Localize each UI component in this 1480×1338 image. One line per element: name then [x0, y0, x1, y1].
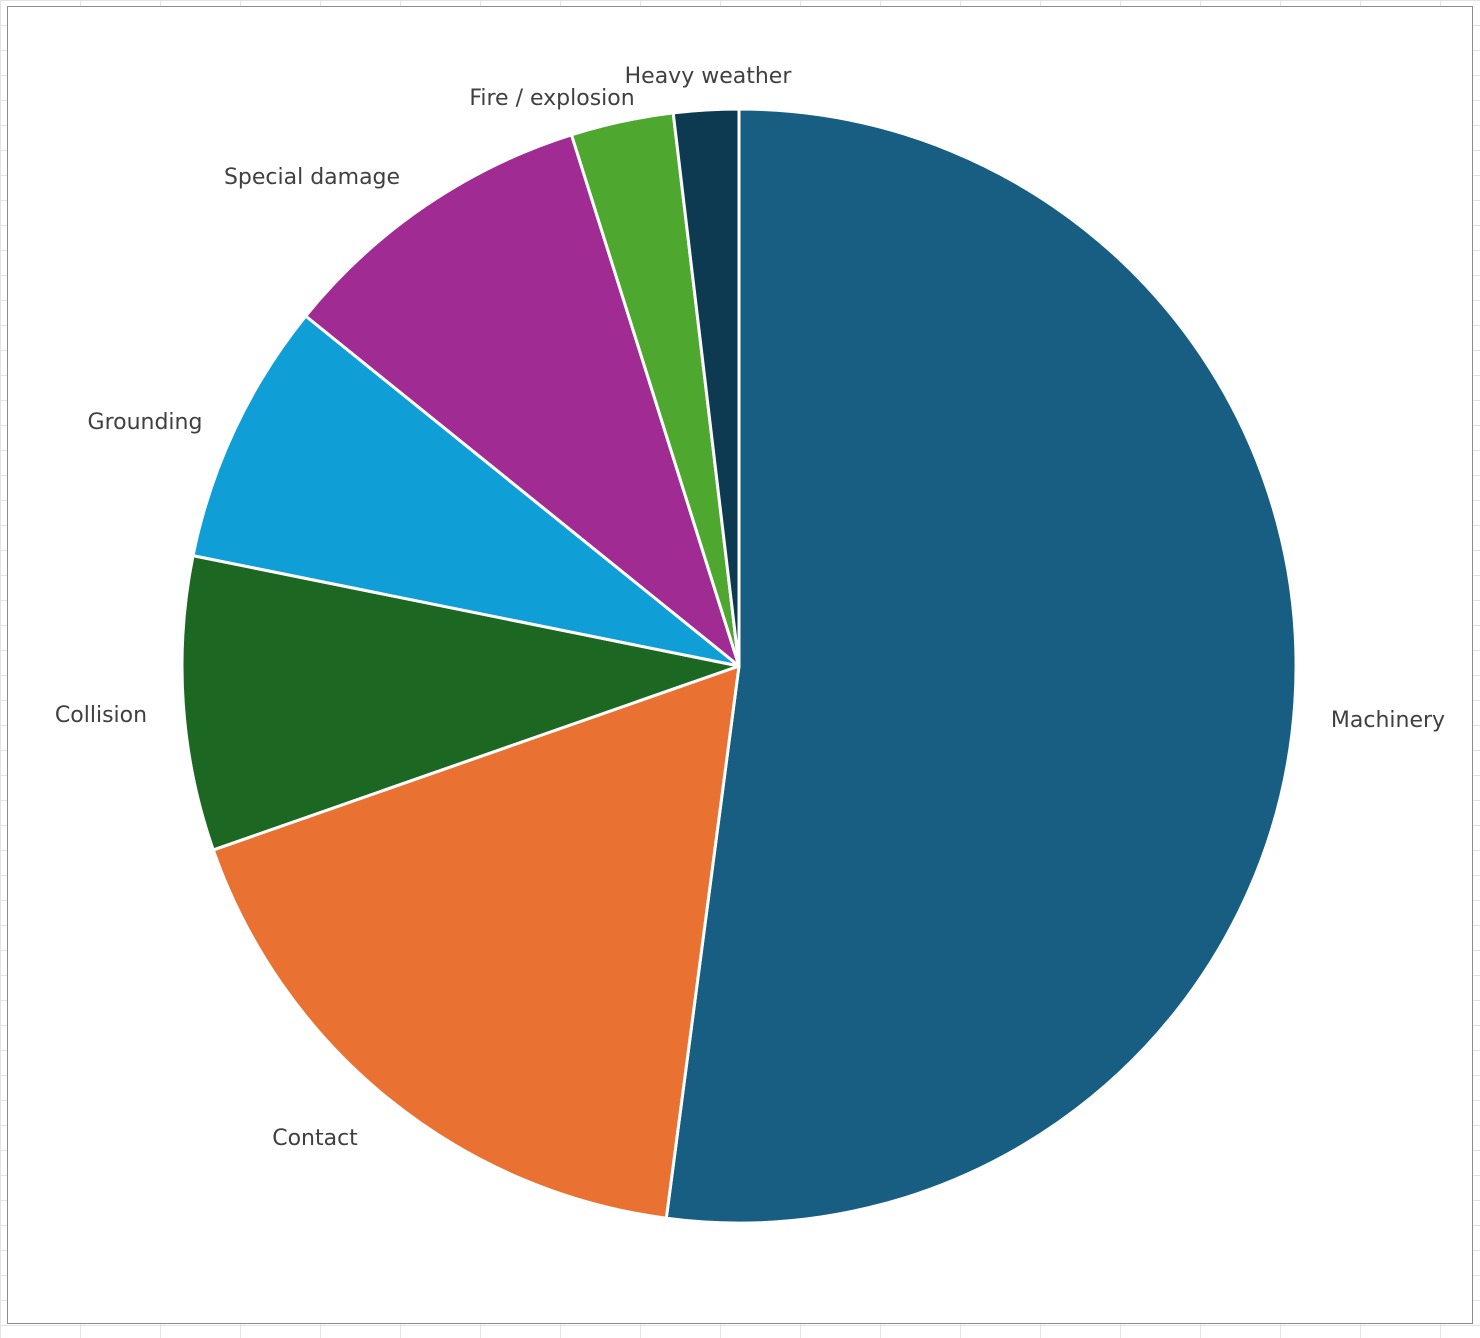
- chart-area[interactable]: Machinery Contact Collision Grounding Specia…: [7, 6, 1473, 1324]
- data-label-grounding: Grounding: [88, 410, 203, 435]
- data-label-collision: Collision: [55, 703, 147, 728]
- data-label-machinery: Machinery: [1331, 708, 1445, 733]
- slice-machinery[interactable]: [664, 107, 1298, 1225]
- data-label-special-damage: Special damage: [224, 165, 400, 190]
- slice-collision[interactable]: [180, 554, 741, 852]
- data-label-heavy-weather: Heavy weather: [625, 64, 793, 89]
- pie-slices: [180, 107, 1298, 1225]
- data-label-fire-explosion: Fire / explosion: [469, 86, 634, 111]
- slice-heavy-weather[interactable]: [671, 107, 741, 668]
- pie-chart[interactable]: Machinery Contact Collision Grounding Specia…: [8, 7, 1474, 1325]
- slice-grounding[interactable]: [191, 314, 741, 668]
- slice-special-damage[interactable]: [304, 133, 741, 668]
- data-label-contact: Contact: [272, 1126, 358, 1151]
- pie-data-labels: Machinery Contact Collision Grounding Specia…: [55, 64, 1445, 1151]
